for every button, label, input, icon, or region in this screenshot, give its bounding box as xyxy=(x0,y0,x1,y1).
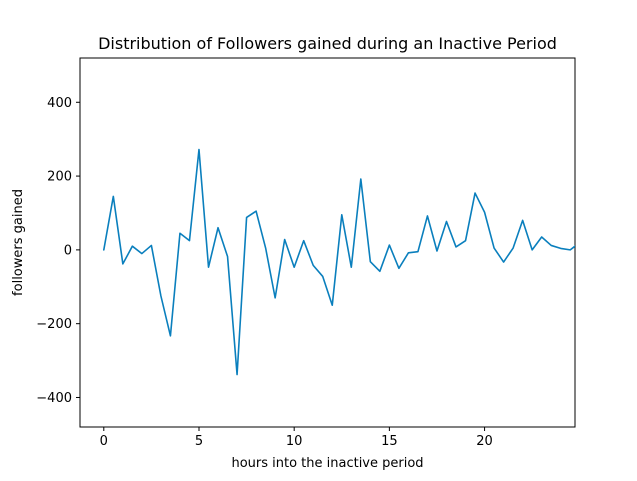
x-tick-label: 10 xyxy=(286,434,303,449)
series-line xyxy=(103,148,575,376)
y-tick-label: −400 xyxy=(36,391,72,406)
y-tick-label: 200 xyxy=(47,170,72,185)
y-tick-label: −200 xyxy=(36,317,72,332)
x-tick-label: 20 xyxy=(476,434,493,449)
x-tick-label: 0 xyxy=(100,434,108,449)
plot-area xyxy=(79,57,576,428)
x-tick-label: 5 xyxy=(195,434,203,449)
plot-frame xyxy=(79,57,576,428)
y-axis-label: followers gained xyxy=(11,189,26,296)
y-tick-label: 400 xyxy=(47,96,72,111)
x-axis-ticks: 0 5 10 15 20 xyxy=(100,427,493,449)
x-axis-label: hours into the inactive period xyxy=(231,456,423,471)
chart-title: Distribution of Followers gained during … xyxy=(98,34,557,53)
y-tick-label: 0 xyxy=(64,243,72,258)
x-tick-label: 15 xyxy=(381,434,398,449)
y-axis-ticks: −400 −200 0 200 400 xyxy=(36,96,80,406)
